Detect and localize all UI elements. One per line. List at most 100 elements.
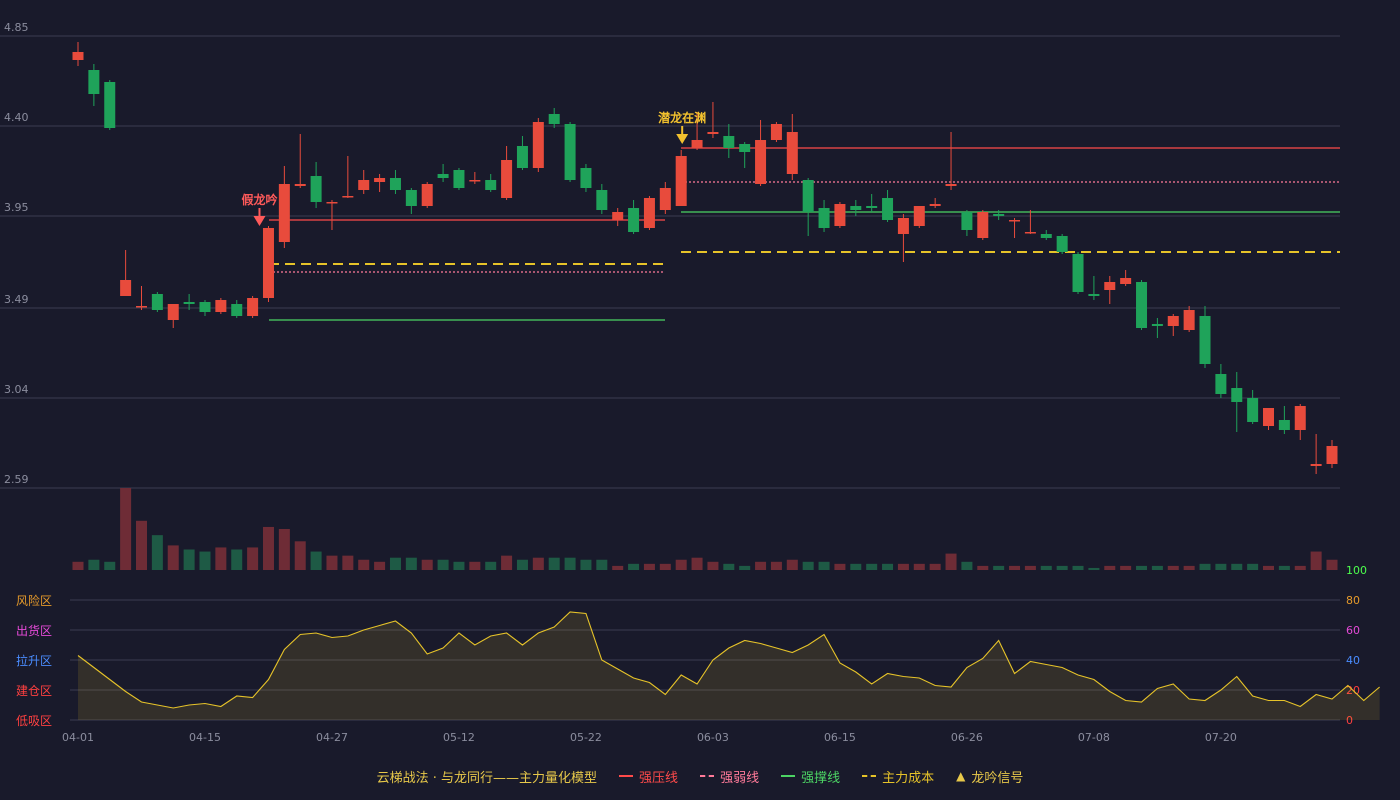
legend-symbol-strong-resistance <box>619 775 634 777</box>
candle-body <box>262 228 274 298</box>
candle-body <box>104 82 116 128</box>
candle-body <box>1151 324 1163 326</box>
indicator-zone-label: 低吸区 <box>16 714 52 728</box>
signal-arrow-icon <box>253 216 266 226</box>
volume-bar <box>945 553 957 570</box>
candle-body <box>167 304 179 320</box>
candles <box>72 42 1338 474</box>
volume-bar <box>770 561 782 570</box>
candle-body <box>786 132 798 174</box>
volume-bar <box>977 565 989 570</box>
candle-body <box>421 184 433 206</box>
candle-body <box>1263 408 1275 426</box>
dragon-signals: 假龙吟 潜龙在渊 <box>241 110 706 226</box>
volume-bar <box>993 565 1005 570</box>
volume-bar <box>675 559 687 570</box>
legend-item-main-cost[interactable]: 主力成本 <box>862 767 934 786</box>
candle-body <box>326 202 338 204</box>
indicator-tick-label: 0 <box>1346 714 1353 727</box>
volume-bar <box>358 559 370 570</box>
volume-bar <box>1040 565 1052 570</box>
candle-body <box>977 212 989 238</box>
volume-bar <box>739 565 751 570</box>
candle-body <box>675 156 687 206</box>
signal-arrow-icon <box>676 134 689 144</box>
level-lines <box>269 147 1340 321</box>
volume-bar <box>786 559 798 570</box>
price-tick-label: 2.59 <box>4 473 29 486</box>
volume-bar <box>755 561 767 570</box>
candle-body <box>215 300 227 312</box>
volume-bar <box>659 563 671 570</box>
candle-body <box>405 190 417 206</box>
candle-body <box>961 212 973 230</box>
volume-bar <box>802 561 814 570</box>
volume-bar <box>532 557 544 570</box>
candle-body <box>342 196 354 198</box>
legend-item-dragon-signal[interactable]: ▲ 龙吟信号 <box>956 767 1023 786</box>
candle-body <box>1215 374 1227 394</box>
volume-bar <box>1151 565 1163 570</box>
volume-bar <box>310 551 322 570</box>
volume-bar <box>294 541 306 570</box>
candle-body <box>1009 220 1021 222</box>
volume-bar <box>628 563 640 570</box>
candle-body <box>88 70 100 94</box>
volume-bar <box>389 557 401 570</box>
candle-body <box>1231 388 1243 402</box>
volume-bar <box>691 557 703 570</box>
volume-bar <box>501 555 513 570</box>
candle-body <box>1199 316 1211 364</box>
date-tick-label: 05-12 <box>443 731 475 744</box>
volume-bar <box>1310 551 1322 570</box>
candle-body <box>850 206 862 210</box>
volume-bar <box>1294 565 1306 570</box>
volume-bar <box>612 565 624 570</box>
candle-body <box>374 178 386 182</box>
candle-body <box>755 140 767 184</box>
volume-bar <box>1136 565 1148 570</box>
legend-symbol-strength-line <box>700 775 715 777</box>
candle-body <box>1056 236 1068 252</box>
candle-body <box>358 180 370 190</box>
indicator-zone-label: 建仓区 <box>16 684 52 698</box>
legend-item-strength-line[interactable]: 强弱线 <box>700 767 759 786</box>
volume-bar <box>1072 565 1084 570</box>
candle-body <box>770 124 782 140</box>
volume-bar <box>326 555 338 570</box>
candle-body <box>834 204 846 226</box>
candle-body <box>739 144 751 152</box>
candle-body <box>437 174 449 178</box>
legend-item-strong-support[interactable]: 强撑线 <box>781 767 840 786</box>
volume-bar <box>1215 563 1227 570</box>
volume-bar <box>580 559 592 570</box>
volume-bar <box>72 561 84 570</box>
volume-bar <box>421 559 433 570</box>
legend-label-strength-line: 强弱线 <box>720 770 760 786</box>
volume-bar <box>1199 563 1211 570</box>
date-tick-label: 06-03 <box>697 731 729 744</box>
volume-bar <box>135 520 147 570</box>
candle-body <box>1120 278 1132 284</box>
volume-bar <box>1009 565 1021 570</box>
volume-bar <box>1326 559 1338 570</box>
candle-body <box>1278 420 1290 430</box>
candle-body <box>548 114 560 124</box>
legend-item-strong-resistance[interactable]: 强压线 <box>619 767 678 786</box>
candle-body <box>897 218 909 234</box>
candle-body <box>501 160 513 198</box>
volume-bar <box>183 549 195 570</box>
indicator-area <box>78 612 1380 720</box>
candle-body <box>1310 464 1322 466</box>
volume-bar <box>199 551 211 570</box>
volume-bar <box>88 559 100 570</box>
volume-bar <box>866 563 878 570</box>
candle-body <box>882 198 894 220</box>
candle-body <box>1088 294 1100 296</box>
legend: 云梯战法 · 与龙同行——主力量化模型 强压线 强弱线 强撑线 主力成本 ▲ 龙… <box>0 764 1400 788</box>
volume-bar <box>231 549 243 570</box>
volume-bar <box>897 563 909 570</box>
volume-bar <box>485 561 497 570</box>
grid-lines <box>0 35 1340 721</box>
candle-body <box>532 122 544 168</box>
